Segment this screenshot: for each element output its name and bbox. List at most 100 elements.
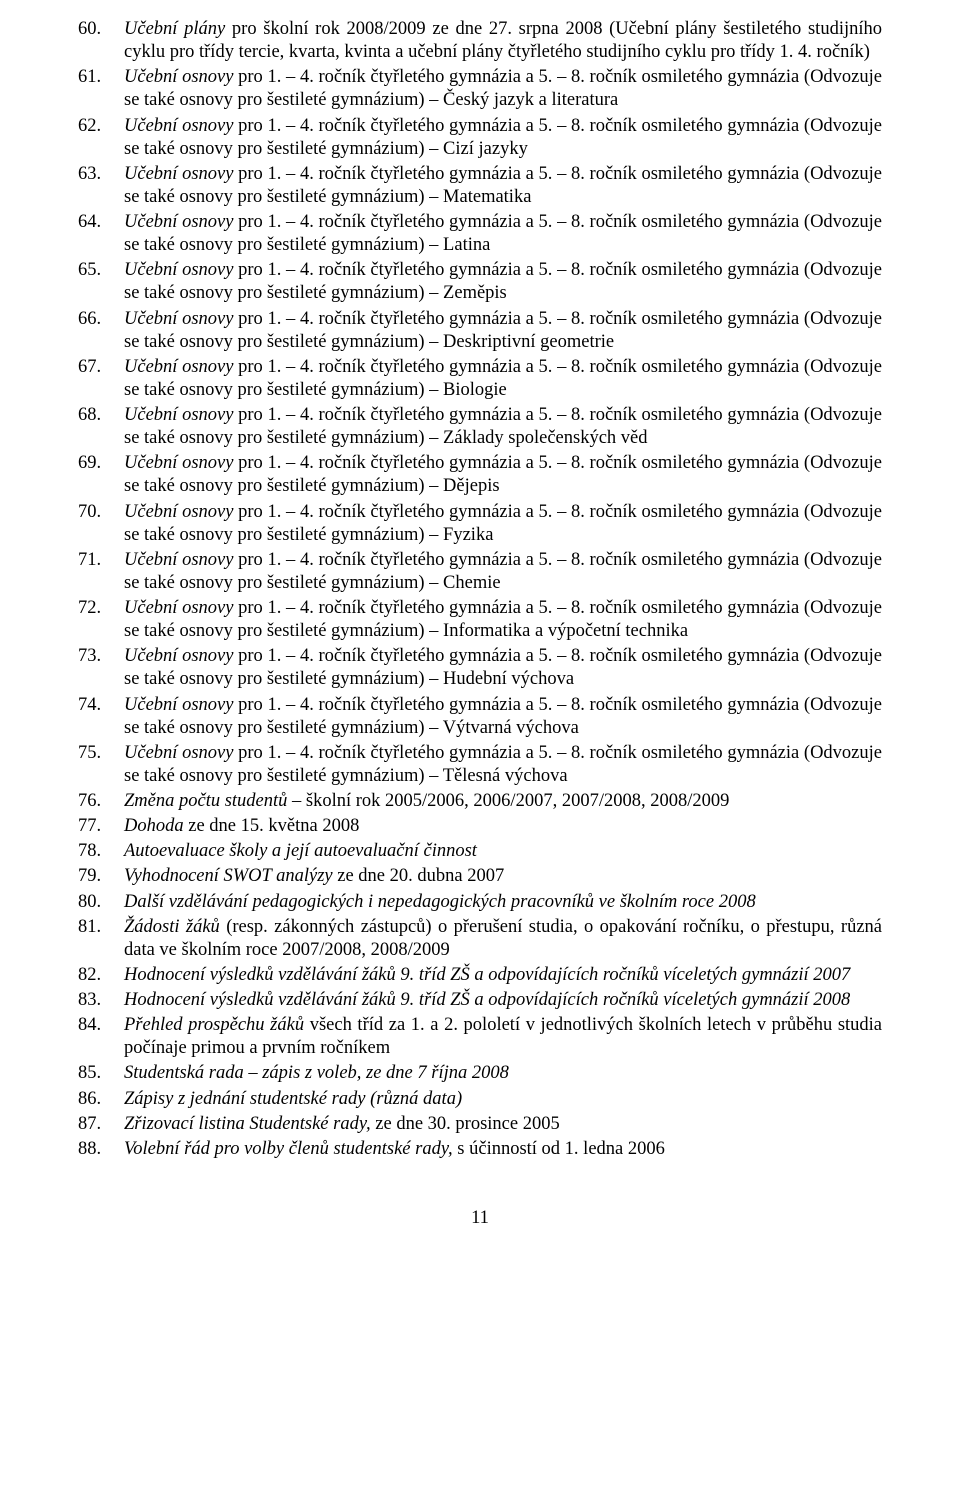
list-item-title: Studentská rada – zápis z voleb, ze dne … [124, 1063, 509, 1083]
list-item: 81.Žádosti žáků (resp. zákonných zástupc… [78, 916, 882, 962]
list-item: 80.Další vzdělávání pedagogických i nepe… [78, 891, 882, 914]
list-item-content: Vyhodnocení SWOT analýzy ze dne 20. dubn… [124, 865, 882, 888]
list-item-text: pro 1. – 4. ročník čtyřletého gymnázia a… [124, 743, 882, 786]
list-item-content: Učební osnovy pro 1. – 4. ročník čtyřlet… [124, 163, 882, 209]
list-item-content: Učební osnovy pro 1. – 4. ročník čtyřlet… [124, 501, 882, 547]
list-item-content: Učební osnovy pro 1. – 4. ročník čtyřlet… [124, 597, 882, 643]
list-item-content: Učební osnovy pro 1. – 4. ročník čtyřlet… [124, 259, 882, 305]
list-item-number: 65. [78, 259, 124, 282]
list-item-number: 68. [78, 404, 124, 427]
list-item: 88.Volební řád pro volby členů studentsk… [78, 1138, 882, 1161]
list-item-text: pro 1. – 4. ročník čtyřletého gymnázia a… [124, 550, 882, 593]
list-item: 60.Učební plány pro školní rok 2008/2009… [78, 18, 882, 64]
numbered-list: 60.Učební plány pro školní rok 2008/2009… [78, 18, 882, 1161]
list-item-text: (resp. zákonných zástupců) o přerušení s… [124, 917, 882, 960]
list-item: 62.Učební osnovy pro 1. – 4. ročník čtyř… [78, 115, 882, 161]
list-item-title: Dohoda [124, 816, 184, 836]
list-item-content: Autoevaluace školy a její autoevaluační … [124, 840, 882, 863]
list-item-title: Učební osnovy [124, 260, 233, 280]
list-item-content: Zápisy z jednání studentské rady (různá … [124, 1088, 882, 1111]
list-item: 86.Zápisy z jednání studentské rady (růz… [78, 1088, 882, 1111]
list-item-content: Učební osnovy pro 1. – 4. ročník čtyřlet… [124, 115, 882, 161]
list-item-title: Žádosti žáků [124, 917, 220, 937]
list-item-text: pro 1. – 4. ročník čtyřletého gymnázia a… [124, 598, 882, 641]
list-item-title: Zápisy z jednání studentské rady (různá … [124, 1089, 462, 1109]
list-item-title: Hodnocení výsledků vzdělávání žáků 9. tř… [124, 990, 850, 1010]
list-item: 69.Učební osnovy pro 1. – 4. ročník čtyř… [78, 452, 882, 498]
list-item-text: pro 1. – 4. ročník čtyřletého gymnázia a… [124, 67, 882, 110]
list-item-content: Učební plány pro školní rok 2008/2009 ze… [124, 18, 882, 64]
list-item-number: 60. [78, 18, 124, 41]
list-item-text: pro 1. – 4. ročník čtyřletého gymnázia a… [124, 357, 882, 400]
list-item-number: 61. [78, 66, 124, 89]
list-item-content: Učební osnovy pro 1. – 4. ročník čtyřlet… [124, 452, 882, 498]
list-item-text: ze dne 20. dubna 2007 [333, 866, 505, 886]
list-item-title: Učební osnovy [124, 502, 233, 522]
list-item-content: Učební osnovy pro 1. – 4. ročník čtyřlet… [124, 742, 882, 788]
list-item-text: pro 1. – 4. ročník čtyřletého gymnázia a… [124, 453, 882, 496]
list-item-number: 74. [78, 694, 124, 717]
list-item-content: Učební osnovy pro 1. – 4. ročník čtyřlet… [124, 211, 882, 257]
list-item: 83.Hodnocení výsledků vzdělávání žáků 9.… [78, 989, 882, 1012]
list-item: 67.Učební osnovy pro 1. – 4. ročník čtyř… [78, 356, 882, 402]
list-item-number: 88. [78, 1138, 124, 1161]
list-item-content: Zřizovací listina Studentské rady, ze dn… [124, 1113, 882, 1136]
list-item-title: Učební osnovy [124, 309, 233, 329]
list-item-content: Další vzdělávání pedagogických i nepedag… [124, 891, 882, 914]
list-item: 61.Učební osnovy pro 1. – 4. ročník čtyř… [78, 66, 882, 112]
list-item-content: Studentská rada – zápis z voleb, ze dne … [124, 1062, 882, 1085]
list-item-number: 75. [78, 742, 124, 765]
list-item-title: Hodnocení výsledků vzdělávání žáků 9. tř… [124, 965, 850, 985]
list-item-title: Autoevaluace školy a její autoevaluační … [124, 841, 477, 861]
list-item-number: 76. [78, 790, 124, 813]
list-item-content: Učební osnovy pro 1. – 4. ročník čtyřlet… [124, 66, 882, 112]
list-item-title: Zřizovací listina Studentské rady, [124, 1114, 371, 1134]
list-item-number: 63. [78, 163, 124, 186]
list-item-title: Učební osnovy [124, 116, 233, 136]
list-item: 76.Změna počtu studentů – školní rok 200… [78, 790, 882, 813]
list-item-number: 80. [78, 891, 124, 914]
list-item-text: ze dne 30. prosince 2005 [371, 1114, 560, 1134]
list-item-number: 62. [78, 115, 124, 138]
list-item: 85.Studentská rada – zápis z voleb, ze d… [78, 1062, 882, 1085]
list-item-title: Učební osnovy [124, 550, 233, 570]
list-item-text: pro 1. – 4. ročník čtyřletého gymnázia a… [124, 212, 882, 255]
list-item: 64.Učební osnovy pro 1. – 4. ročník čtyř… [78, 211, 882, 257]
list-item-title: Učební osnovy [124, 743, 233, 763]
list-item-number: 72. [78, 597, 124, 620]
list-item-title: Učební osnovy [124, 695, 233, 715]
list-item-text: pro 1. – 4. ročník čtyřletého gymnázia a… [124, 405, 882, 448]
list-item-number: 82. [78, 964, 124, 987]
list-item-content: Žádosti žáků (resp. zákonných zástupců) … [124, 916, 882, 962]
list-item-content: Učební osnovy pro 1. – 4. ročník čtyřlet… [124, 356, 882, 402]
list-item-text: pro 1. – 4. ročník čtyřletého gymnázia a… [124, 116, 882, 159]
list-item-title: Učební osnovy [124, 357, 233, 377]
list-item-text: pro 1. – 4. ročník čtyřletého gymnázia a… [124, 502, 882, 545]
list-item-text: pro školní rok 2008/2009 ze dne 27. srpn… [124, 19, 882, 62]
list-item-title: Změna počtu studentů [124, 791, 287, 811]
list-item: 63.Učební osnovy pro 1. – 4. ročník čtyř… [78, 163, 882, 209]
list-item-text: pro 1. – 4. ročník čtyřletého gymnázia a… [124, 309, 882, 352]
list-item-number: 85. [78, 1062, 124, 1085]
list-item: 65.Učební osnovy pro 1. – 4. ročník čtyř… [78, 259, 882, 305]
list-item-number: 71. [78, 549, 124, 572]
list-item-title: Učební osnovy [124, 164, 233, 184]
list-item: 73.Učební osnovy pro 1. – 4. ročník čtyř… [78, 645, 882, 691]
list-item: 84.Přehled prospěchu žáků všech tříd za … [78, 1014, 882, 1060]
list-item-title: Učební osnovy [124, 405, 233, 425]
page-number: 11 [78, 1207, 882, 1230]
list-item-content: Učební osnovy pro 1. – 4. ročník čtyřlet… [124, 549, 882, 595]
list-item-number: 86. [78, 1088, 124, 1111]
list-item-content: Dohoda ze dne 15. května 2008 [124, 815, 882, 838]
list-item: 75.Učební osnovy pro 1. – 4. ročník čtyř… [78, 742, 882, 788]
list-item-title: Učební osnovy [124, 212, 233, 232]
list-item-content: Volební řád pro volby členů studentské r… [124, 1138, 882, 1161]
list-item-content: Změna počtu studentů – školní rok 2005/2… [124, 790, 882, 813]
list-item-number: 73. [78, 645, 124, 668]
list-item-number: 64. [78, 211, 124, 234]
list-item: 72.Učební osnovy pro 1. – 4. ročník čtyř… [78, 597, 882, 643]
list-item-title: Učební osnovy [124, 598, 233, 618]
list-item: 70.Učební osnovy pro 1. – 4. ročník čtyř… [78, 501, 882, 547]
list-item: 74.Učební osnovy pro 1. – 4. ročník čtyř… [78, 694, 882, 740]
list-item-number: 83. [78, 989, 124, 1012]
